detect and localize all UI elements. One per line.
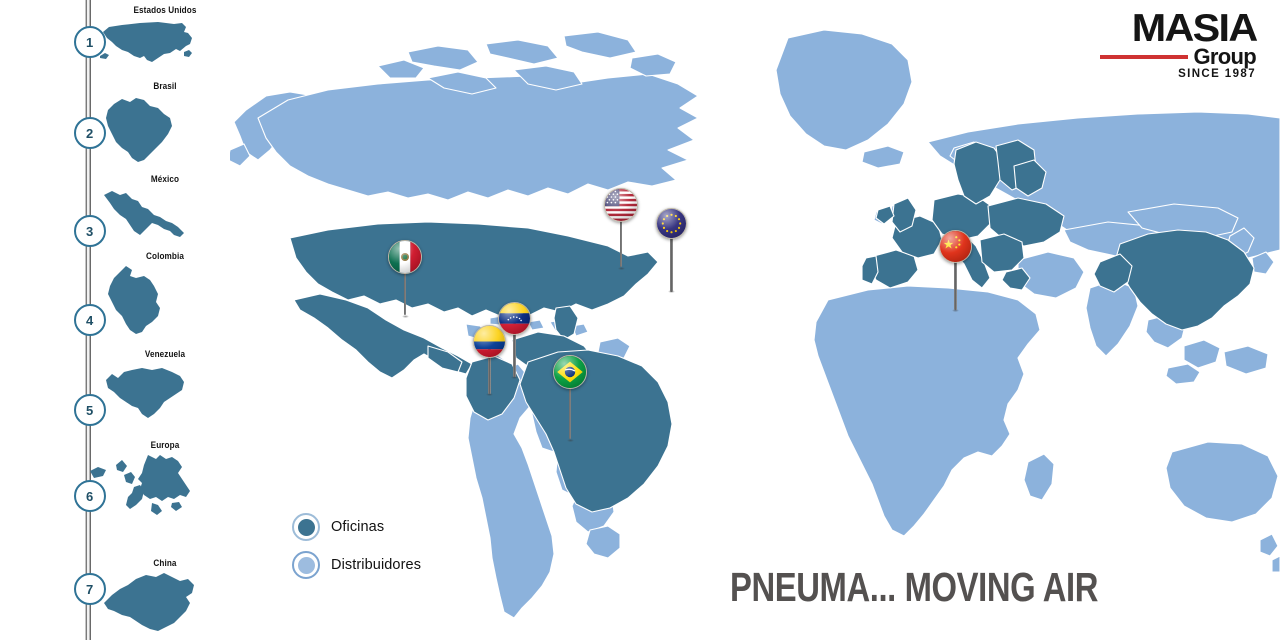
legend-item-oficinas[interactable]: Oficinas <box>292 508 421 546</box>
flag-usa-icon[interactable] <box>604 188 638 222</box>
sidebar-item-brasil[interactable]: Brasil <box>100 82 230 164</box>
legend-item-distribuidores[interactable]: Distribuidores <box>292 546 421 584</box>
map-pin-venezuela[interactable] <box>498 302 531 379</box>
world-map-svg <box>228 29 1280 619</box>
pin-stem <box>488 341 491 394</box>
badge-number: 3 <box>85 223 94 239</box>
distributor-regions <box>228 29 1280 619</box>
sidebar-badge-6[interactable]: 6 <box>73 480 106 512</box>
logo-subrow: Group <box>1099 43 1257 69</box>
legend-swatch-distribuidores <box>292 551 320 579</box>
china-shape-icon <box>100 571 230 635</box>
map-legend: Oficinas Distribuidores <box>292 508 421 584</box>
map-pin-estados-unidos[interactable] <box>604 188 638 270</box>
flag-mexico-icon[interactable] <box>388 240 422 274</box>
sidebar-item-europa[interactable]: Europa <box>90 440 230 517</box>
sidebar-item-label: Europa <box>150 440 180 451</box>
pin-foot <box>486 393 493 396</box>
badge-number: 7 <box>85 581 94 597</box>
sidebar-badge-5[interactable]: 5 <box>73 394 106 426</box>
legend-label: Oficinas <box>331 519 385 535</box>
tagline: PNEUMA... MOVING AIR <box>730 564 1098 610</box>
pin-foot <box>511 376 518 379</box>
badge-number: 2 <box>85 125 94 141</box>
sidebar-item-venezuela[interactable]: Venezuela <box>100 350 230 422</box>
map-pin-brasil[interactable] <box>553 355 587 442</box>
map-pin-europa[interactable] <box>656 208 687 293</box>
pin-stem <box>954 246 957 310</box>
pin-foot <box>668 290 675 293</box>
sidebar-item-colombia[interactable]: Colombia <box>100 252 230 336</box>
flag-venezuela-icon[interactable] <box>498 302 531 335</box>
sidebar-item-label: Estados Unidos <box>133 5 197 16</box>
flag-brazil-icon[interactable] <box>553 355 587 389</box>
country-sidebar: 1 2 3 4 5 6 7 Estados Unidos Brasil Méxi… <box>0 0 230 640</box>
badge-number: 6 <box>85 488 94 504</box>
logo-since-text: SINCE 1987 <box>1178 68 1256 81</box>
logo-wordmark: MASIA <box>1131 7 1257 50</box>
pin-foot <box>566 439 574 442</box>
sidebar-item-label: Brasil <box>153 81 177 92</box>
logo-subtitle: Group <box>1193 43 1257 69</box>
colombia-shape-icon <box>100 264 230 336</box>
sidebar-badge-2[interactable]: 2 <box>73 117 106 149</box>
pin-foot <box>952 309 959 312</box>
map-pin-china[interactable] <box>939 230 972 312</box>
pin-stem <box>670 223 673 292</box>
brazil-shape-icon <box>100 94 230 164</box>
sidebar-item-label: Colombia <box>146 251 184 262</box>
pin-foot <box>617 267 625 270</box>
masia-group-logo[interactable]: MASIA Group SINCE 1987 <box>1099 9 1258 81</box>
sidebar-item-mexico[interactable]: México <box>100 175 230 243</box>
sidebar-item-china[interactable]: China <box>100 559 230 635</box>
legend-label: Distribuidores <box>331 557 422 573</box>
logo-red-bar-icon <box>1099 54 1188 60</box>
badge-number: 1 <box>85 34 94 50</box>
pin-stem <box>513 318 516 377</box>
sidebar-badge-7[interactable]: 7 <box>73 573 106 605</box>
sidebar-item-label: Venezuela <box>144 349 186 360</box>
venezuela-shape-icon <box>100 362 230 422</box>
flag-china-icon[interactable] <box>939 230 972 263</box>
badge-number: 4 <box>85 312 94 328</box>
europe-shape-icon <box>90 453 230 517</box>
badge-number: 5 <box>85 402 94 418</box>
pin-stem <box>568 372 572 439</box>
pin-stem <box>403 257 407 315</box>
sidebar-item-label: China <box>153 558 177 569</box>
map-pin-mexico[interactable] <box>388 240 422 318</box>
legend-swatch-oficinas <box>292 513 320 541</box>
sidebar-item-label: México <box>150 174 180 185</box>
pin-stem <box>619 205 623 267</box>
sidebar-item-estados-unidos[interactable]: Estados Unidos <box>100 6 230 70</box>
sidebar-badge-1[interactable]: 1 <box>73 26 106 58</box>
sidebar-badge-4[interactable]: 4 <box>73 304 106 336</box>
flag-eu-icon[interactable] <box>656 208 687 239</box>
mexico-shape-icon <box>100 187 230 243</box>
pin-foot <box>401 315 409 318</box>
sidebar-badge-3[interactable]: 3 <box>73 215 106 247</box>
usa-shape-icon <box>100 18 230 70</box>
